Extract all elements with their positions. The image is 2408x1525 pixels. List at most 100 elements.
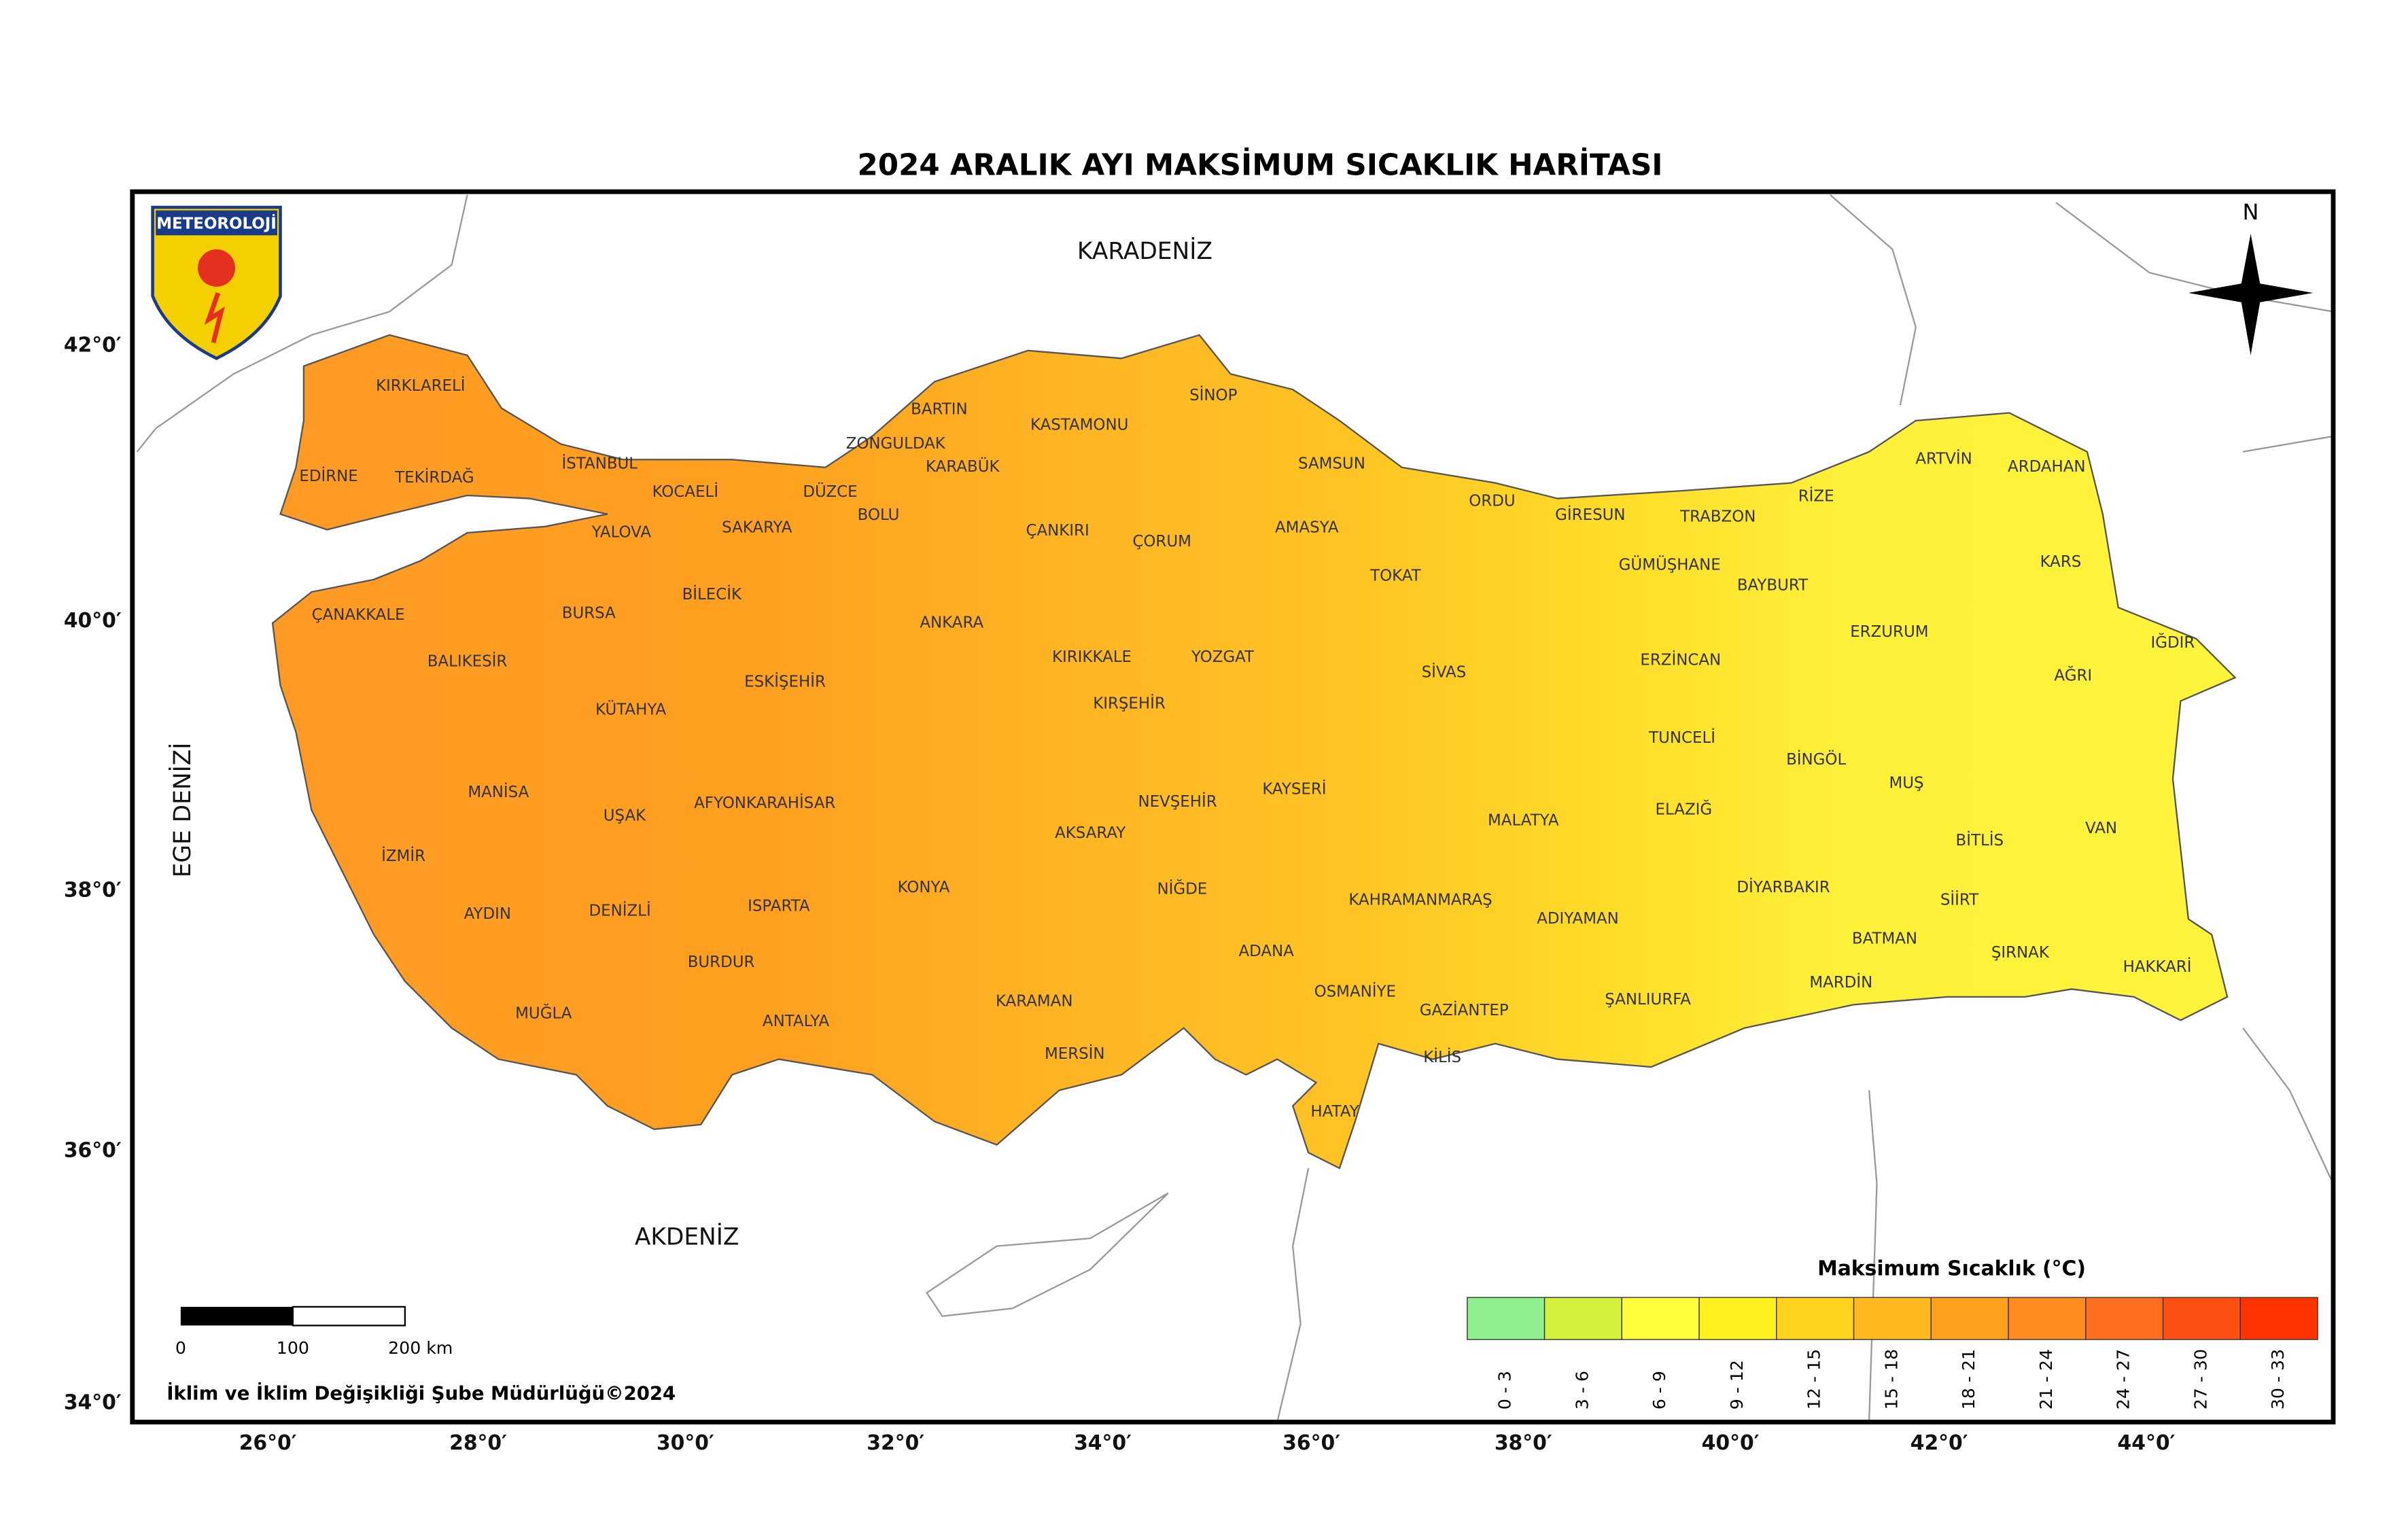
province-label: YALOVA	[591, 523, 652, 541]
province-label: ARDAHAN	[2008, 458, 2086, 476]
province-label: ADANA	[1238, 943, 1294, 960]
province-label: BURDUR	[688, 953, 755, 971]
legend-label: 24 - 27	[2114, 1349, 2133, 1409]
latitude-label: 42°0′	[64, 333, 122, 357]
province-label: HAKKARİ	[2123, 957, 2192, 976]
logo-text: METEOROLOJİ	[156, 214, 277, 233]
province-label: OSMANİYE	[1314, 982, 1396, 1001]
province-label: ARTVİN	[1915, 449, 1972, 468]
province-label: MUŞ	[1889, 774, 1924, 792]
legend-swatch	[2008, 1297, 2087, 1340]
province-label: HATAY	[1310, 1103, 1359, 1121]
legend-swatch	[1543, 1297, 1622, 1340]
province-label: VAN	[2085, 820, 2117, 837]
province-label: MUĞLA	[515, 1004, 572, 1023]
longitude-label: 28°0′	[449, 1431, 507, 1455]
province-label: BİLECİK	[682, 584, 742, 603]
province-label: BURSA	[562, 605, 616, 623]
longitude-label: 26°0′	[239, 1431, 297, 1455]
province-label: AKSARAY	[1055, 824, 1126, 842]
province-label: ERZİNCAN	[1640, 650, 1721, 669]
province-label: SİNOP	[1189, 385, 1237, 404]
province-label: GİRESUN	[1555, 505, 1625, 524]
legend-label: 15 - 18	[1881, 1349, 1901, 1409]
province-label: UŞAK	[604, 807, 646, 825]
longitude-label: 36°0′	[1282, 1431, 1340, 1455]
province-label: BOLU	[858, 506, 900, 524]
province-label: TEKİRDAĞ	[394, 468, 474, 487]
legend-label: 3 - 6	[1572, 1371, 1592, 1409]
province-label: BATMAN	[1852, 930, 1917, 948]
province-label: KIRIKKALE	[1052, 648, 1132, 666]
latitude-label: 36°0′	[64, 1138, 122, 1162]
province-label: SİİRT	[1940, 890, 1979, 909]
legend-swatch	[1930, 1297, 2009, 1340]
longitude-label: 38°0′	[1495, 1431, 1552, 1455]
province-label: KAYSERİ	[1262, 779, 1326, 799]
province-label: AMASYA	[1275, 519, 1339, 537]
legend-label: 12 - 15	[1804, 1349, 1824, 1409]
province-label: ZONGULDAK	[846, 435, 946, 453]
province-label: MANİSA	[468, 782, 529, 801]
province-label: KIRŞEHİR	[1093, 694, 1166, 713]
legend-swatch	[1776, 1297, 1855, 1340]
province-label: DÜZCE	[803, 482, 857, 501]
province-label: AYDIN	[464, 905, 511, 923]
province-label: MERSİN	[1045, 1044, 1105, 1063]
province-label: ORDU	[1469, 493, 1515, 510]
province-label: KARABÜK	[926, 457, 1000, 476]
province-label: TRABZON	[1679, 508, 1756, 526]
province-label: AĞRI	[2054, 665, 2092, 684]
province-label: BARTIN	[911, 400, 968, 418]
province-label: DENİZLİ	[589, 900, 650, 919]
province-label: İSTANBUL	[562, 454, 638, 473]
legend-swatch	[2162, 1297, 2241, 1340]
province-label: KARAMAN	[996, 992, 1073, 1010]
province-label: KASTAMONU	[1030, 416, 1128, 434]
province-label: SAKARYA	[722, 519, 792, 537]
legend-label: 6 - 9	[1650, 1371, 1669, 1409]
province-label: TOKAT	[1369, 567, 1422, 585]
province-label: ELAZIĞ	[1656, 799, 1713, 818]
country-shape	[271, 334, 2237, 1170]
longitude-label: 34°0′	[1074, 1431, 1132, 1455]
scale-label: 0	[175, 1338, 186, 1358]
province-label: ADIYAMAN	[1537, 910, 1619, 928]
province-label: BİTLİS	[1956, 830, 2004, 849]
latitude-label: 38°0′	[64, 879, 122, 902]
legend-label: 30 - 33	[2268, 1349, 2288, 1409]
province-label: ANKARA	[920, 614, 983, 631]
legend-swatch	[1621, 1297, 1700, 1340]
province-label: DİYARBAKIR	[1737, 877, 1830, 896]
province-label: KAHRAMANMARAŞ	[1348, 891, 1492, 909]
province-label: ŞIRNAK	[1991, 944, 2050, 962]
longitude-label: 40°0′	[1702, 1431, 1760, 1455]
north-label: N	[2243, 199, 2259, 225]
province-label: NİĞDE	[1157, 879, 1208, 898]
longitude-label: 44°0′	[2118, 1431, 2176, 1455]
province-label: KONYA	[898, 879, 950, 896]
legend-label: 27 - 30	[2191, 1349, 2210, 1409]
legend-label: 0 - 3	[1495, 1371, 1515, 1409]
sea-label: AKDENİZ	[635, 1224, 739, 1251]
province-label: NEVŞEHİR	[1138, 792, 1217, 811]
province-label: BİNGÖL	[1786, 750, 1846, 769]
map-title: 2024 ARALIK AYI MAKSİMUM SICAKLIK HARİTA…	[858, 146, 1663, 182]
province-label: KİLİS	[1423, 1047, 1461, 1066]
legend-label: 18 - 21	[1959, 1349, 1978, 1409]
legend-swatch	[1698, 1297, 1777, 1340]
province-label: ÇANAKKALE	[312, 606, 405, 624]
legend-title: Maksimum Sıcaklık (°C)	[1817, 1257, 2086, 1280]
province-label: KARS	[2040, 553, 2082, 571]
province-label: İZMİR	[381, 846, 425, 865]
province-label: EDİRNE	[299, 466, 357, 485]
latitude-label: 34°0′	[64, 1391, 122, 1415]
neighbour-borders	[136, 194, 2335, 1422]
province-label: ESKİŞEHİR	[744, 671, 826, 690]
credit: İklim ve İklim Değişikliği Şube Müdürlüğ…	[167, 1381, 676, 1404]
latitude-label: 40°0′	[64, 609, 122, 633]
scale-label: 100	[277, 1338, 309, 1358]
province-label: GÜMÜŞHANE	[1619, 555, 1721, 574]
legend-swatch	[2085, 1297, 2164, 1340]
